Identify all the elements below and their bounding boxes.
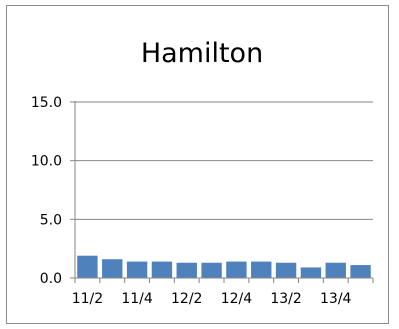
bar <box>102 259 123 278</box>
bars <box>77 255 371 278</box>
bar <box>226 261 247 278</box>
bar <box>126 261 148 278</box>
bar <box>251 261 272 278</box>
chart-frame: Hamilton 0.0 5.0 10.0 15.0 11/2 11/4 12/2 12/4… <box>6 5 389 324</box>
gridlines <box>75 101 373 220</box>
bar <box>300 267 322 278</box>
y-tick-label: 10.0 <box>31 154 62 170</box>
x-tick-label: 13/4 <box>320 291 352 307</box>
bar <box>350 265 371 278</box>
x-tick-labels: 11/2 11/4 12/2 12/4 13/2 13/4 <box>72 291 352 307</box>
x-tick-label: 12/4 <box>221 291 253 307</box>
y-tick-label: 0.0 <box>40 271 62 287</box>
chart-title: Hamilton <box>141 38 263 69</box>
y-tick-label: 15.0 <box>31 95 62 111</box>
bar <box>77 255 98 278</box>
bar <box>201 262 222 278</box>
x-tick-label: 11/4 <box>121 291 153 307</box>
axes <box>70 101 374 283</box>
x-tick-label: 11/2 <box>72 291 103 307</box>
x-tick-label: 12/2 <box>171 291 202 307</box>
chart-svg: Hamilton 0.0 5.0 10.0 15.0 11/2 11/4 12/2 12/4… <box>31 38 374 307</box>
bar <box>151 261 173 278</box>
y-tick-labels: 0.0 5.0 10.0 15.0 <box>31 95 62 287</box>
bar <box>275 262 297 278</box>
x-tick-label: 13/2 <box>270 291 301 307</box>
bar <box>176 262 197 278</box>
y-tick-label: 5.0 <box>40 212 62 228</box>
bar <box>325 262 346 278</box>
